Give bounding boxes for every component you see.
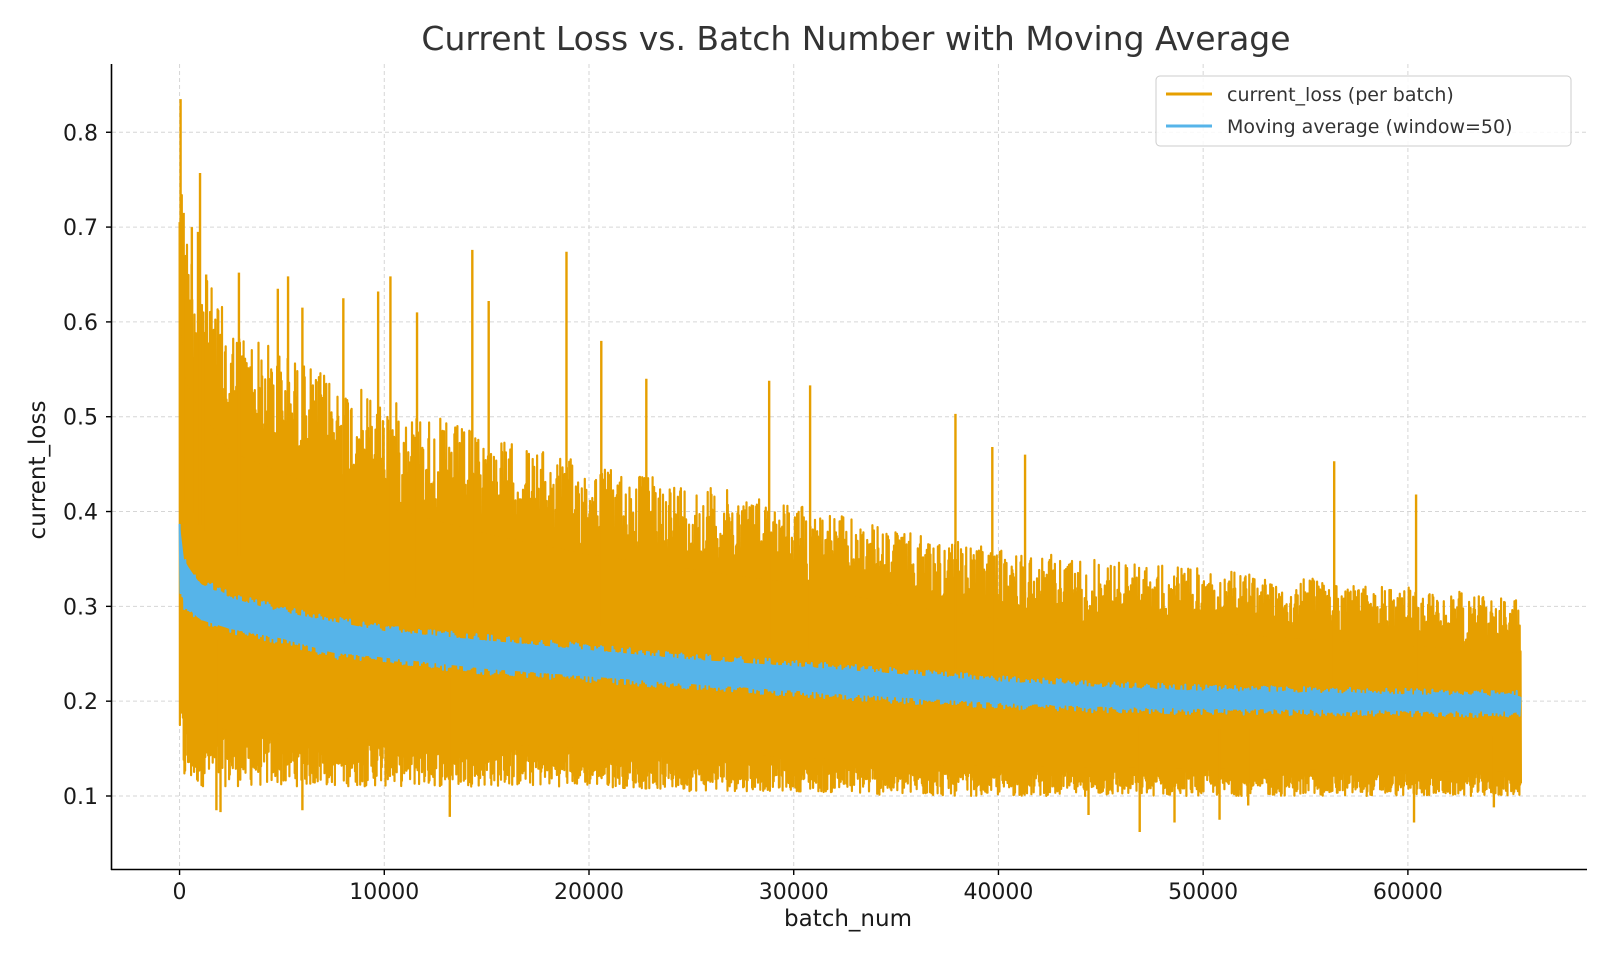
x-tick-label: 20000 — [554, 880, 624, 905]
y-tick-label: 0.5 — [63, 406, 98, 431]
y-tick-label: 0.6 — [63, 311, 98, 336]
legend-box — [1155, 75, 1572, 147]
x-ticks: 0 10000 20000 30000 40000 50000 60000 — [173, 869, 1443, 905]
y-tick-label: 0.8 — [63, 121, 98, 146]
x-tick-label: 0 — [173, 880, 187, 905]
x-tick-label: 30000 — [759, 880, 829, 905]
legend-label-current-loss: current_loss (per batch) — [1227, 84, 1454, 106]
y-tick-label: 0.4 — [63, 501, 98, 526]
chart-title: Current Loss vs. Batch Number with Movin… — [421, 19, 1290, 58]
y-tick-label: 0.2 — [63, 690, 98, 715]
y-tick-label: 0.1 — [63, 785, 98, 810]
x-tick-label: 40000 — [963, 880, 1033, 905]
x-tick-label: 60000 — [1373, 880, 1443, 905]
legend: current_loss (per batch) Moving average … — [1155, 75, 1572, 147]
y-axis-title: current_loss — [25, 401, 51, 540]
series-moving-average-line — [178, 523, 1522, 718]
y-tick-label: 0.3 — [63, 595, 98, 620]
y-ticks: 0.1 0.2 0.3 0.4 0.5 0.6 0.7 0.8 — [63, 121, 112, 810]
x-tick-label: 10000 — [349, 880, 419, 905]
x-axis-title: batch_num — [784, 906, 912, 932]
series-layer — [178, 99, 1523, 833]
y-tick-label: 0.7 — [63, 216, 98, 241]
x-tick-label: 50000 — [1168, 880, 1238, 905]
legend-label-moving-average: Moving average (window=50) — [1227, 116, 1513, 138]
